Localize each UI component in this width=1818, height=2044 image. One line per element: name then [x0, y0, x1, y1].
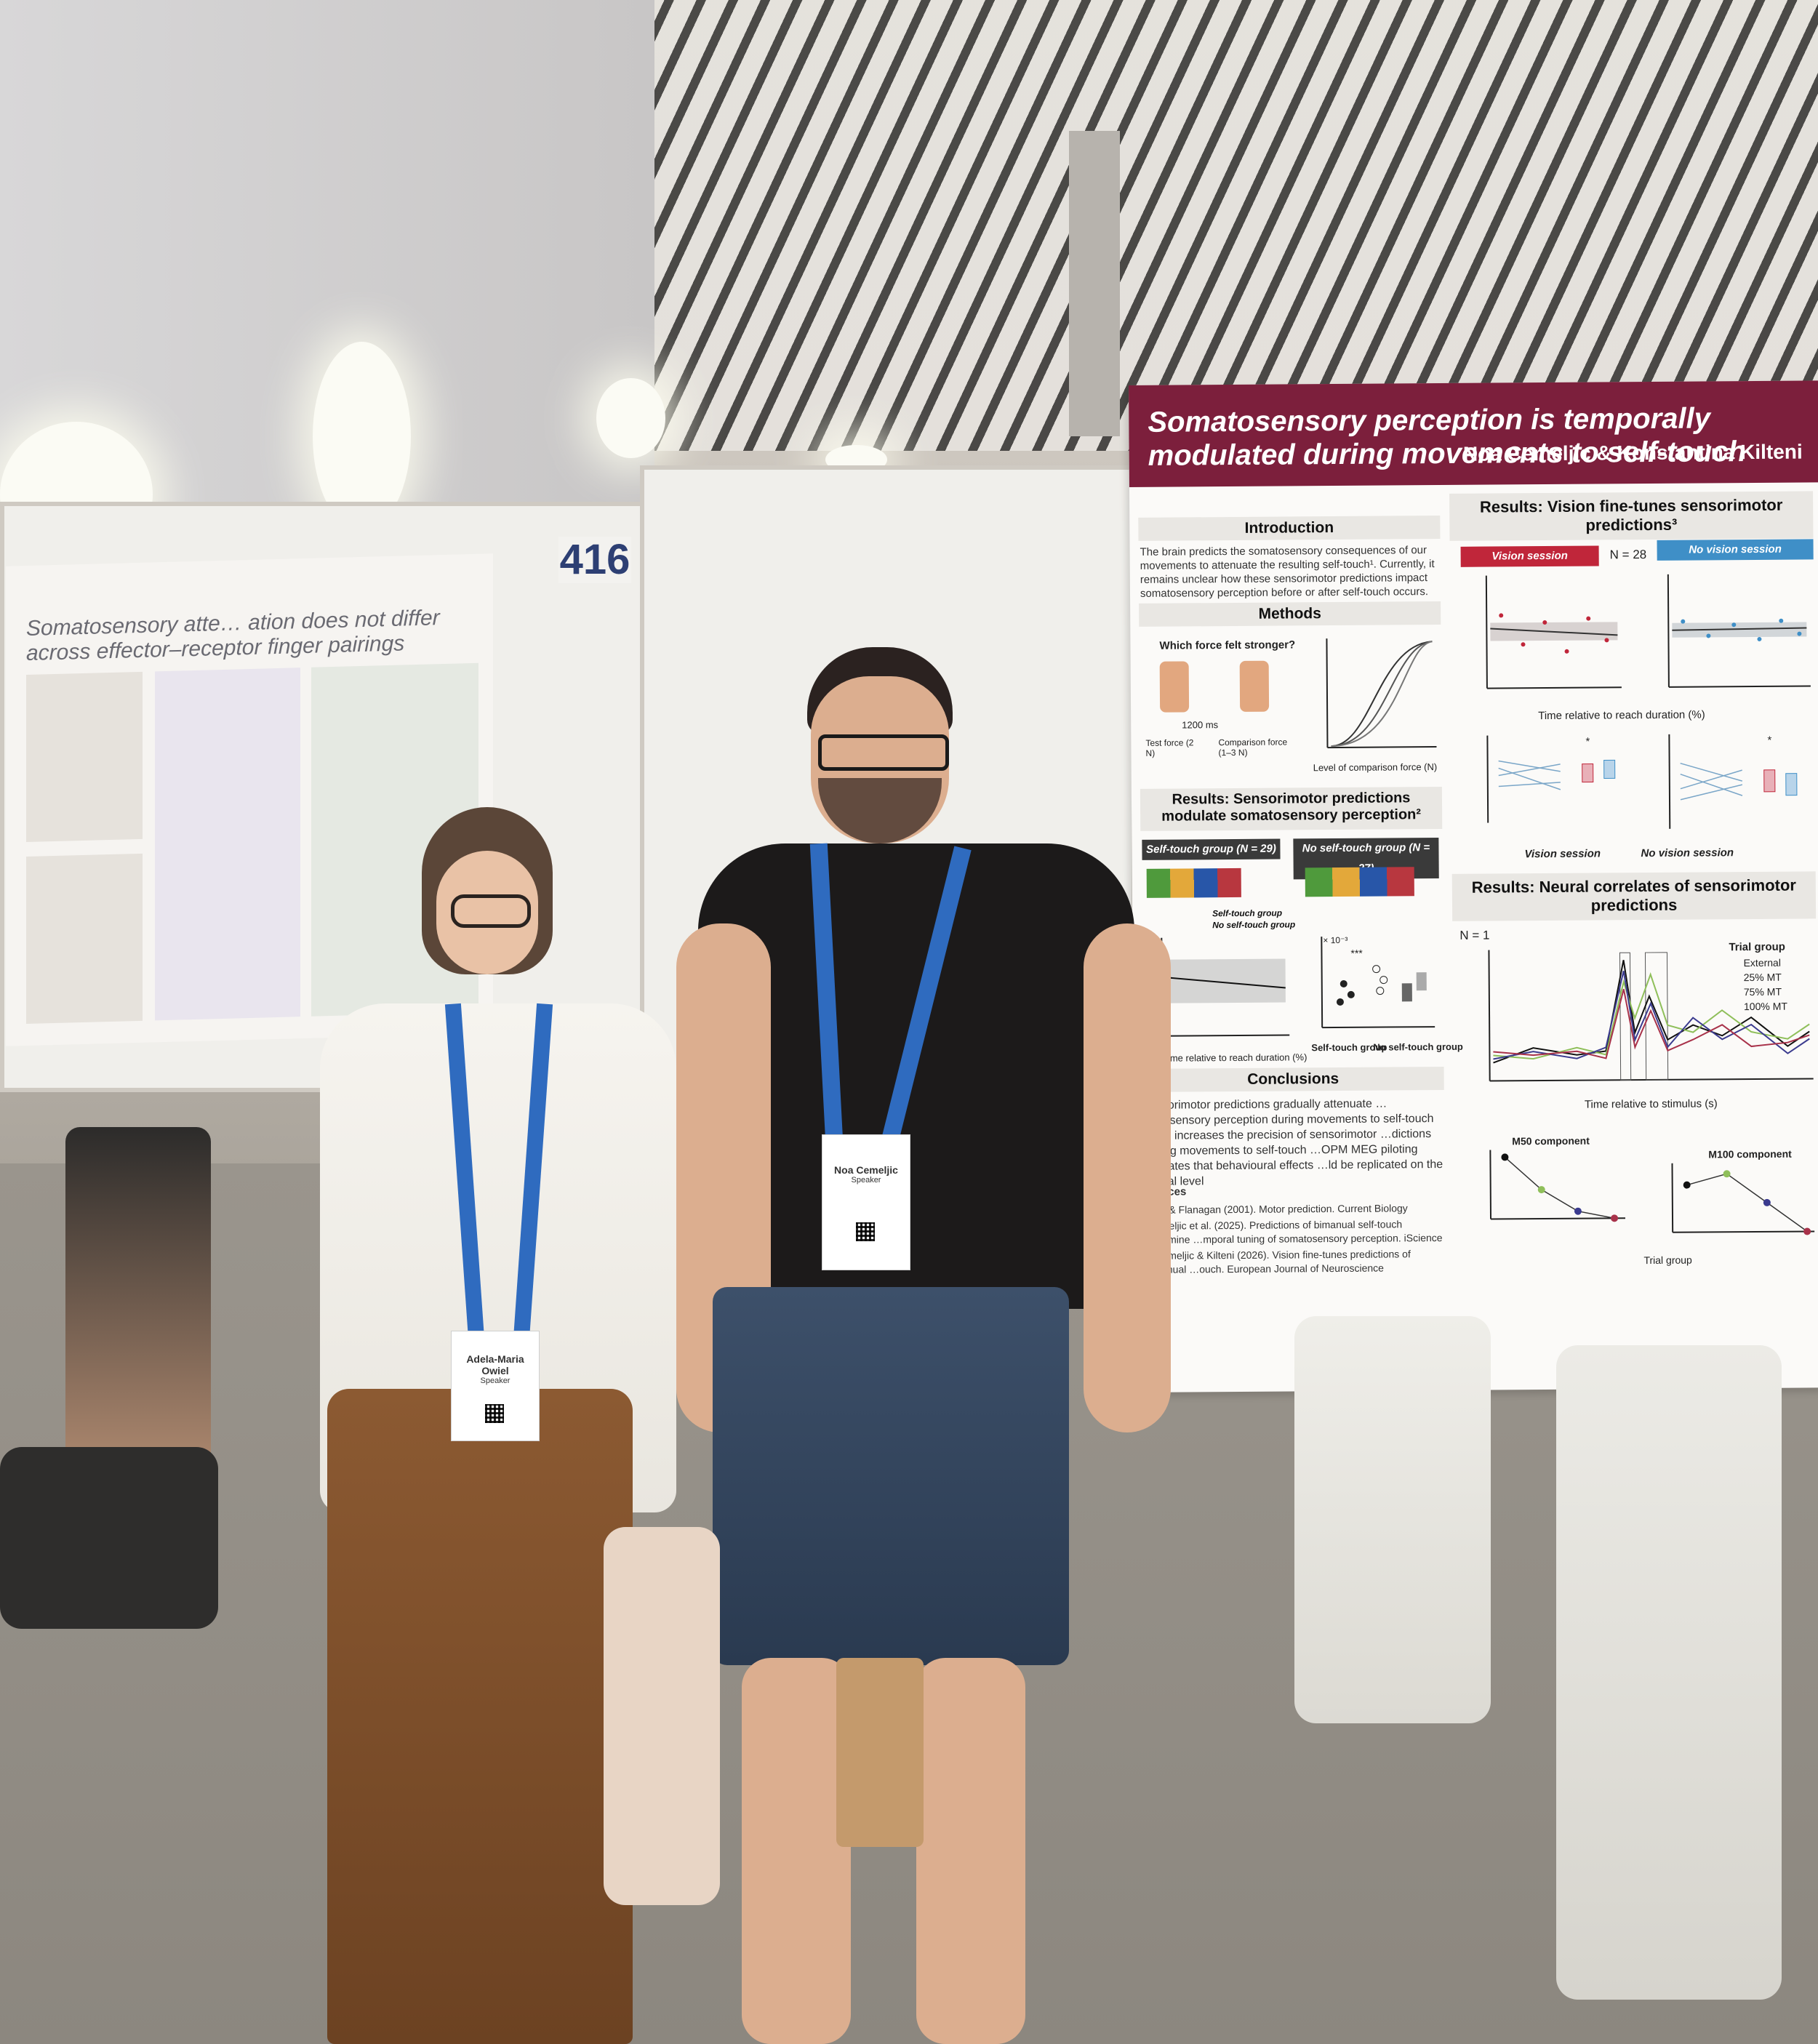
badge-name: Noa Cemeljic	[834, 1164, 898, 1176]
black-t-shirt	[698, 843, 1134, 1309]
rms-legend-4: 100% MT	[1743, 1000, 1787, 1013]
conclusions-text: …nsorimotor predictions gradually attenu…	[1143, 1097, 1443, 1188]
rms-x-label: Time relative to stimulus (s)	[1584, 1097, 1718, 1111]
reference-3: …Cemeljic & Kilteni (2026). Vision fine-…	[1145, 1248, 1411, 1275]
name-badge: Adela-Maria Owiel Speaker	[451, 1331, 540, 1441]
leg	[742, 1658, 851, 2044]
leg	[916, 1658, 1025, 2044]
results1-heading: Results: Sensorimotor predictions modula…	[1161, 790, 1422, 825]
main-poster: Somatosensory perception is temporally m…	[1129, 380, 1818, 1392]
conclusions-heading-box: Conclusions	[1142, 1066, 1444, 1092]
slope-exponent: × 10⁻³	[1323, 934, 1348, 946]
badge-role: Speaker	[480, 1376, 510, 1385]
conclusions-heading: Conclusions	[1247, 1070, 1340, 1088]
rms-legend-2: 25% MT	[1743, 971, 1782, 984]
poster-header: Somatosensory perception is temporally m…	[1129, 380, 1818, 487]
methods-x-label: Level of comparison force (N)	[1313, 761, 1438, 774]
no-vision-session-tag: No vision session	[1657, 539, 1814, 561]
trial-group-label: Trial group	[1643, 1254, 1692, 1267]
poster-panel	[26, 853, 143, 1025]
qr-code	[856, 1222, 875, 1241]
intercept-sig: *	[1767, 734, 1772, 747]
brown-trousers	[327, 1389, 633, 2044]
background-person	[1556, 1345, 1782, 2000]
denim-shorts	[713, 1287, 1069, 1665]
vision-session-tag: Vision session	[1460, 545, 1599, 567]
intercept-plot	[1668, 734, 1798, 829]
results3-heading-box: Results: Neural correlates of sensorimot…	[1451, 871, 1817, 921]
slope-significance: ***	[1350, 947, 1363, 959]
pillar	[1069, 131, 1120, 436]
methods-heading: Methods	[1258, 605, 1321, 622]
results2-heading-box: Results: Vision fine-tunes sensorimotor …	[1449, 491, 1814, 541]
psychometric-plot	[1326, 638, 1437, 749]
results1-heading-box: Results: Sensorimotor predictions modula…	[1140, 787, 1443, 831]
right-arm	[1084, 923, 1171, 1432]
ceiling-lamp	[596, 378, 665, 458]
m50-plot	[1489, 1150, 1626, 1222]
results2-x-label: Time relative to reach duration (%)	[1538, 708, 1705, 723]
comparison-force-label: Comparison force (1–3 N)	[1218, 737, 1288, 758]
finger-illustration	[1239, 660, 1270, 712]
slope-sig: *	[1585, 735, 1590, 748]
beard	[818, 778, 942, 843]
glasses	[818, 734, 949, 771]
methods-question: Which force felt stronger?	[1159, 638, 1296, 652]
rms-legend-1: External	[1743, 956, 1781, 969]
rms-timecourse-plot	[1488, 950, 1814, 1082]
board-number: 416	[558, 536, 631, 583]
legend-no-self: No self-touch group	[1212, 919, 1296, 931]
person-man: Noa Cemeljic Speaker	[676, 647, 1178, 2044]
results3-heading: Results: Neural correlates of sensorimot…	[1471, 875, 1797, 915]
rms-legend-title: Trial group	[1729, 940, 1785, 954]
poster-authors: Noa Cemeljic & Konstantina Kilteni	[1462, 440, 1803, 465]
ceiling-lamp	[313, 342, 411, 531]
legend-no-vision: No vision session	[1641, 846, 1734, 860]
methods-interval: 1200 ms	[1182, 719, 1219, 731]
poster-panel	[155, 668, 300, 1021]
legend-self: Self-touch group	[1212, 907, 1283, 919]
rms-legend-3: 75% MT	[1743, 985, 1782, 998]
introduction-heading: Introduction	[1244, 519, 1334, 537]
references-heading: …ences	[1145, 1183, 1444, 1199]
results2-heading: Results: Vision fine-tunes sensorimotor …	[1479, 495, 1783, 534]
no-vision-pse-plot	[1667, 574, 1811, 688]
vision-slope-plot	[1486, 735, 1616, 823]
qr-code	[485, 1404, 504, 1423]
badge-role: Speaker	[851, 1176, 881, 1185]
condition-icons	[1305, 867, 1414, 897]
background-person	[1294, 1316, 1491, 1723]
methods-heading-box: Methods	[1139, 601, 1441, 627]
vision-pse-plot	[1485, 575, 1622, 689]
reference-1: …en & Flanagan (2001). Motor prediction.…	[1144, 1202, 1408, 1216]
background-person	[65, 1127, 211, 1476]
tote-bag	[604, 1527, 720, 1905]
reference-2: …emeljic et al. (2025). Predictions of b…	[1145, 1218, 1443, 1246]
paper-bag	[836, 1658, 924, 1847]
slope-group-plot	[1321, 937, 1435, 1029]
legend-vision: Vision session	[1524, 847, 1601, 861]
results2-n: N = 28	[1609, 548, 1647, 562]
results1-x-label: Time relative to reach duration (%)	[1162, 1051, 1308, 1064]
m100-plot	[1671, 1163, 1815, 1235]
slope-group-label-2: No self-touch group	[1373, 1041, 1463, 1053]
badge-name: Adela-Maria Owiel	[466, 1353, 524, 1376]
left-poster-title: Somatosensory atte… ation does not diffe…	[26, 606, 440, 666]
backpack	[0, 1447, 218, 1629]
results3-n: N = 1	[1459, 928, 1490, 942]
person-woman: Adela-Maria Owiel Speaker	[305, 807, 684, 2044]
name-badge: Noa Cemeljic Speaker	[822, 1134, 910, 1270]
glasses	[451, 894, 531, 928]
introduction-text: The brain predicts the somatosensory con…	[1140, 544, 1435, 600]
poster-panel	[26, 671, 143, 843]
introduction-heading-box: Introduction	[1138, 516, 1441, 541]
